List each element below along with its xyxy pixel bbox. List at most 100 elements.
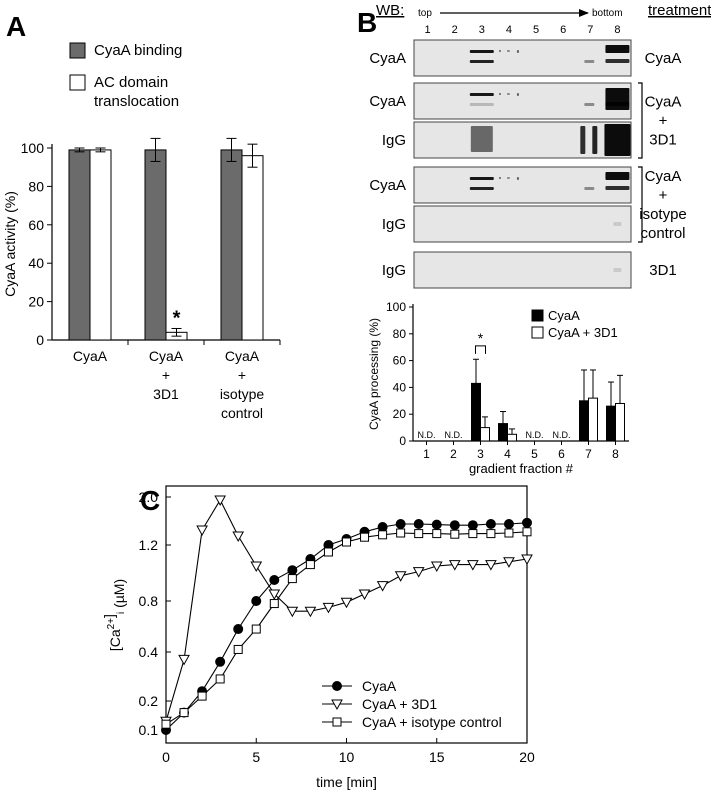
not-determined-label: N.D.	[553, 430, 571, 440]
data-point	[503, 557, 515, 568]
panel-label-b: B	[357, 7, 377, 38]
fraction-number: 7	[587, 24, 593, 36]
blot-band	[469, 103, 494, 106]
fraction-number: 4	[506, 24, 512, 36]
data-point	[250, 561, 263, 573]
x-tick-label: 10	[339, 749, 355, 765]
data-point	[269, 599, 279, 609]
treatment-bracket	[638, 82, 643, 159]
bottom-label: bottom	[592, 8, 623, 19]
x-tick-label: 1	[423, 447, 430, 461]
fraction-number: 2	[452, 24, 458, 36]
blot-band	[580, 126, 586, 154]
not-determined-label: N.D.	[445, 430, 463, 440]
data-point	[394, 571, 407, 582]
data-point	[378, 530, 388, 540]
treatment-header: treatment	[648, 2, 711, 19]
blot-row-label: IgG	[382, 216, 406, 233]
treatment-label: CyaA	[645, 50, 682, 67]
data-point	[376, 581, 389, 592]
legend-label: CyaA	[548, 308, 580, 323]
bar	[498, 423, 508, 442]
blot-band	[498, 177, 501, 179]
blot-band	[605, 186, 630, 190]
category-label: +	[162, 367, 170, 383]
y-tick-label: 0.2	[139, 693, 159, 709]
data-point	[413, 519, 424, 529]
x-tick-label: 6	[558, 447, 565, 461]
blot-band	[516, 177, 519, 180]
category-label: isotype	[220, 386, 265, 402]
data-point	[233, 644, 243, 654]
y-axis-label-part: [Ca	[107, 629, 123, 651]
bar	[480, 427, 490, 442]
bar	[68, 149, 91, 341]
data-point	[269, 575, 280, 585]
x-axis-label: time [min]	[316, 774, 377, 790]
series-line	[165, 522, 528, 731]
category-label: CyaA	[225, 348, 260, 364]
treatment-label: 3D1	[649, 132, 677, 149]
y-tick-label: 2.0	[139, 489, 159, 505]
data-point	[467, 560, 479, 571]
blot-strip	[413, 251, 632, 289]
fraction-number: 6	[560, 24, 566, 36]
blot-row-label: IgG	[382, 262, 406, 279]
y-tick-label: 80	[393, 327, 407, 341]
blot-row-label: IgG	[382, 132, 406, 149]
y-tick-label: 40	[393, 380, 407, 394]
data-point	[522, 527, 532, 537]
treatment-label: 3D1	[649, 262, 677, 279]
data-point	[340, 597, 353, 609]
blot-row-label: CyaA	[369, 50, 406, 67]
x-tick-label: 20	[519, 749, 535, 765]
blot-band	[605, 172, 630, 180]
data-point	[251, 596, 262, 606]
x-tick-label: 4	[504, 447, 511, 461]
treatment-label: +	[659, 187, 668, 204]
blot-band	[584, 187, 595, 190]
not-determined-label: N.D.	[526, 430, 544, 440]
fraction-number: 1	[425, 24, 431, 36]
blot-band	[613, 222, 622, 226]
data-point	[287, 574, 297, 584]
legend-label: CyaA + isotype control	[362, 714, 502, 730]
treatment-label: CyaA	[645, 94, 682, 111]
data-point	[161, 719, 171, 729]
x-tick-label: 5	[252, 749, 260, 765]
wb-header: WB:	[376, 2, 404, 19]
panel-b-processing-chart: 0 20 40 60 80 100 CyaA processing (%) gradient …	[367, 300, 629, 476]
top-label: top	[418, 8, 432, 19]
y-tick-label: 1.2	[139, 537, 159, 553]
blot-band	[592, 126, 598, 154]
data-point	[449, 520, 460, 531]
data-point	[503, 519, 514, 529]
bar	[241, 155, 264, 341]
data-point	[322, 602, 335, 614]
blot-band	[604, 124, 631, 156]
blot-strip	[413, 39, 632, 77]
panel-label-c: C	[140, 485, 160, 516]
panel-c-line-chart: 0.1 0.2 0.4 0.8 1.2 2.0 0 5 10 15 20 time [min] [Ca2…	[101, 485, 535, 790]
x-axis-label: gradient fraction #	[469, 461, 574, 476]
panel-a-bar-chart: CyaA binding AC domain translocation 0 20 40 6…	[2, 42, 281, 421]
data-point	[522, 517, 532, 528]
blot-band	[605, 88, 630, 110]
data-point	[342, 537, 351, 547]
data-point	[215, 674, 225, 684]
blot-band	[613, 268, 622, 272]
y-axis-label: CyaA processing (%)	[367, 318, 381, 430]
blot-band	[506, 93, 510, 95]
data-point	[305, 560, 315, 570]
data-point	[504, 528, 514, 538]
category-label: +	[238, 367, 246, 383]
y-axis-label-part: (µM)	[111, 579, 127, 612]
data-point	[268, 589, 281, 601]
bar	[144, 149, 167, 341]
blot-band	[470, 126, 493, 152]
blot-strip	[413, 121, 632, 159]
x-tick-label: 0	[162, 749, 170, 765]
data-point	[323, 547, 333, 557]
treatment-bracket	[638, 166, 643, 243]
